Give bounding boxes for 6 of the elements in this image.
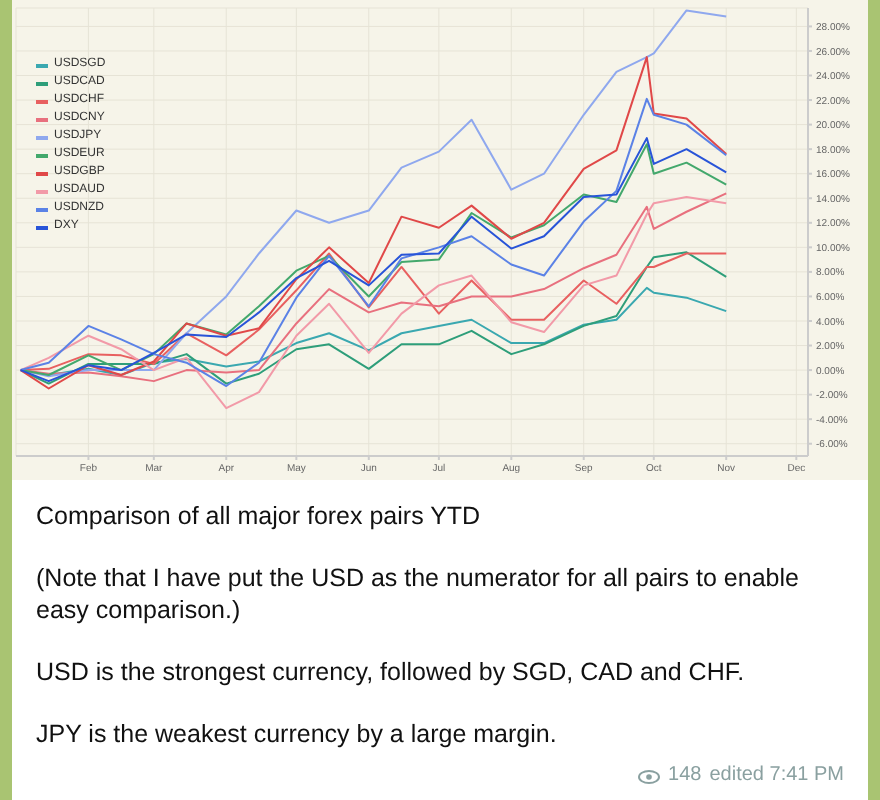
text: JPY is the weakest currency by a large margin. <box>36 720 557 748</box>
text: (Note that I have put the USD as the numerator for all pairs to enable easy comparison.) <box>36 564 799 624</box>
text: edited 7:41 PM <box>709 764 844 786</box>
text: Comparison of all major forex pairs YTD <box>36 502 481 530</box>
text: 148 <box>668 764 702 786</box>
text: USD is the strongest currency, followed by SGD, CAD and CHF. <box>36 658 745 686</box>
